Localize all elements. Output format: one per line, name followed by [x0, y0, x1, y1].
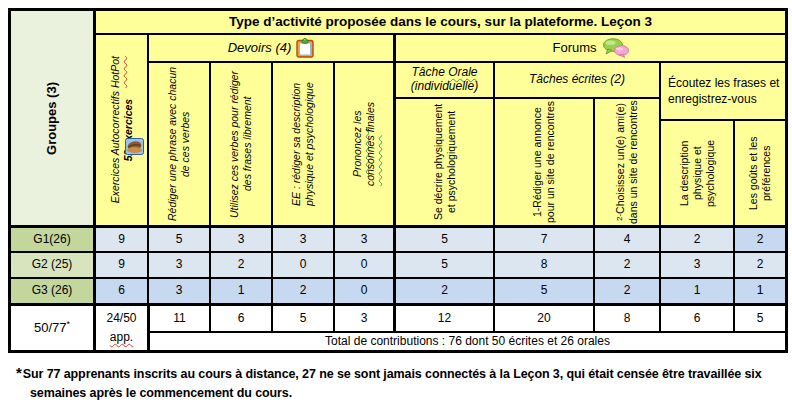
data-cell: 2: [595, 253, 659, 277]
data-cell: 2: [595, 279, 659, 303]
data-cell: 5: [395, 227, 493, 251]
forums-col-se-decrire: Se décrire physiquement et psychologique…: [395, 99, 493, 225]
data-cell: 7: [495, 227, 593, 251]
data-cell: 9: [95, 253, 147, 277]
data-cell: 1: [735, 279, 785, 303]
data-cell: 0: [335, 279, 393, 303]
total-cell: 11: [149, 305, 209, 331]
forums-header: Forums: [395, 35, 785, 61]
footnote-text: Sur 77 apprenants inscrits au cours à di…: [23, 367, 762, 400]
flagged-word-orale: Orale: [448, 65, 477, 79]
data-cell: 8: [495, 253, 593, 277]
tache-orale-header: Tâche Orale(individuelle): [395, 63, 493, 97]
devoirs-col-ee: EE : rédiger sa description physique et …: [273, 63, 333, 225]
total-cell: 6: [661, 305, 733, 331]
data-cell: 1: [661, 279, 733, 303]
exercices-header-cell: Exercices Autocorrectifs HotPot52 exerci…: [95, 35, 147, 225]
data-cell: 2: [273, 279, 333, 303]
forums-col-description: La description physique et psychologique: [661, 121, 733, 225]
total-cell: 6: [211, 305, 271, 331]
devoirs-col-prononcez: Prononcez lesconsonnes finales: [335, 63, 393, 225]
data-cell: 2: [661, 227, 733, 251]
devoirs-col-utilisez: Utilisez ces verbes pour rédiger des fra…: [211, 63, 271, 225]
total-cell: 20: [495, 305, 593, 331]
footnote-asterisk-ref: *: [67, 318, 71, 328]
total-cell: 8: [595, 305, 659, 331]
totals-row-label: 50/77*: [11, 305, 93, 350]
exercices-label: Exercices Autocorrectifs HotPot52 exerci…: [109, 56, 135, 203]
data-cell: 3: [273, 227, 333, 251]
data-cell: 2: [395, 279, 493, 303]
total-cell: 5: [273, 305, 333, 331]
forums-col-gouts: Les goûts et les préférences: [735, 121, 785, 225]
taches-ecrites-header: Tâches écrites (2): [495, 63, 659, 97]
document-page: Groupes (3) Type d’activité proposée dan…: [0, 0, 792, 406]
data-cell: 6: [95, 279, 147, 303]
data-cell: 2: [735, 227, 785, 251]
data-cell: 4: [595, 227, 659, 251]
row-label-g2: G2 (25): [11, 253, 93, 277]
total-cell: 12: [395, 305, 493, 331]
data-cell: 3: [661, 253, 733, 277]
data-cell: 0: [273, 253, 333, 277]
row-label-g3: G3 (26): [11, 279, 93, 303]
data-cell: 3: [211, 227, 271, 251]
data-cell: 1: [211, 279, 271, 303]
devoirs-header: Devoirs (4): [149, 35, 393, 61]
data-cell: 2: [211, 253, 271, 277]
clipboard-icon: [296, 38, 314, 58]
forums-col-annonce: 1-Rédiger une annonce pour un site de re…: [495, 99, 593, 225]
total-cell: 5: [735, 305, 785, 331]
data-cell: 5: [149, 227, 209, 251]
devoirs-col-rediger: Rédiger une phrase avec chacun de ces ve…: [149, 63, 209, 225]
data-cell: 9: [95, 227, 147, 251]
forums-label: Forums: [552, 41, 596, 56]
flagged-word-hotpot: HotPot: [109, 56, 121, 88]
data-cell: 0: [335, 253, 393, 277]
total-cell: 3: [335, 305, 393, 331]
footnote: *Sur 77 apprenants inscrits au cours à d…: [8, 361, 786, 404]
table-title: Type d’activité proposée dans le cours, …: [95, 11, 785, 33]
groupes-header-cell: Groupes (3): [11, 11, 93, 225]
speech-bubbles-icon: [602, 38, 629, 58]
data-cell: 3: [149, 253, 209, 277]
devoirs-label: Devoirs (4): [228, 41, 292, 56]
data-cell: 5: [395, 253, 493, 277]
row-label-g1: G1(26): [11, 227, 93, 251]
ecoutez-header: Écoutez les frases et enregistrez-vous: [661, 63, 785, 119]
total-contributions-cell: Total de contributions : 76 dont 50 écri…: [149, 333, 785, 350]
footnote-asterisk: *: [16, 364, 22, 381]
data-cell: 3: [149, 279, 209, 303]
data-cell: 2: [735, 253, 785, 277]
data-cell: 5: [495, 279, 593, 303]
hotpotatoes-icon: [125, 138, 144, 155]
data-cell: 3: [335, 227, 393, 251]
forums-col-choisissez: 2-Choisissez un(e) ami(e) dans un site d…: [595, 99, 659, 225]
activity-table: Groupes (3) Type d’activité proposée dan…: [8, 8, 788, 353]
groupes-label: Groupes (3): [44, 82, 60, 155]
totals-hotpot-cell: 24/50app.: [95, 305, 147, 350]
